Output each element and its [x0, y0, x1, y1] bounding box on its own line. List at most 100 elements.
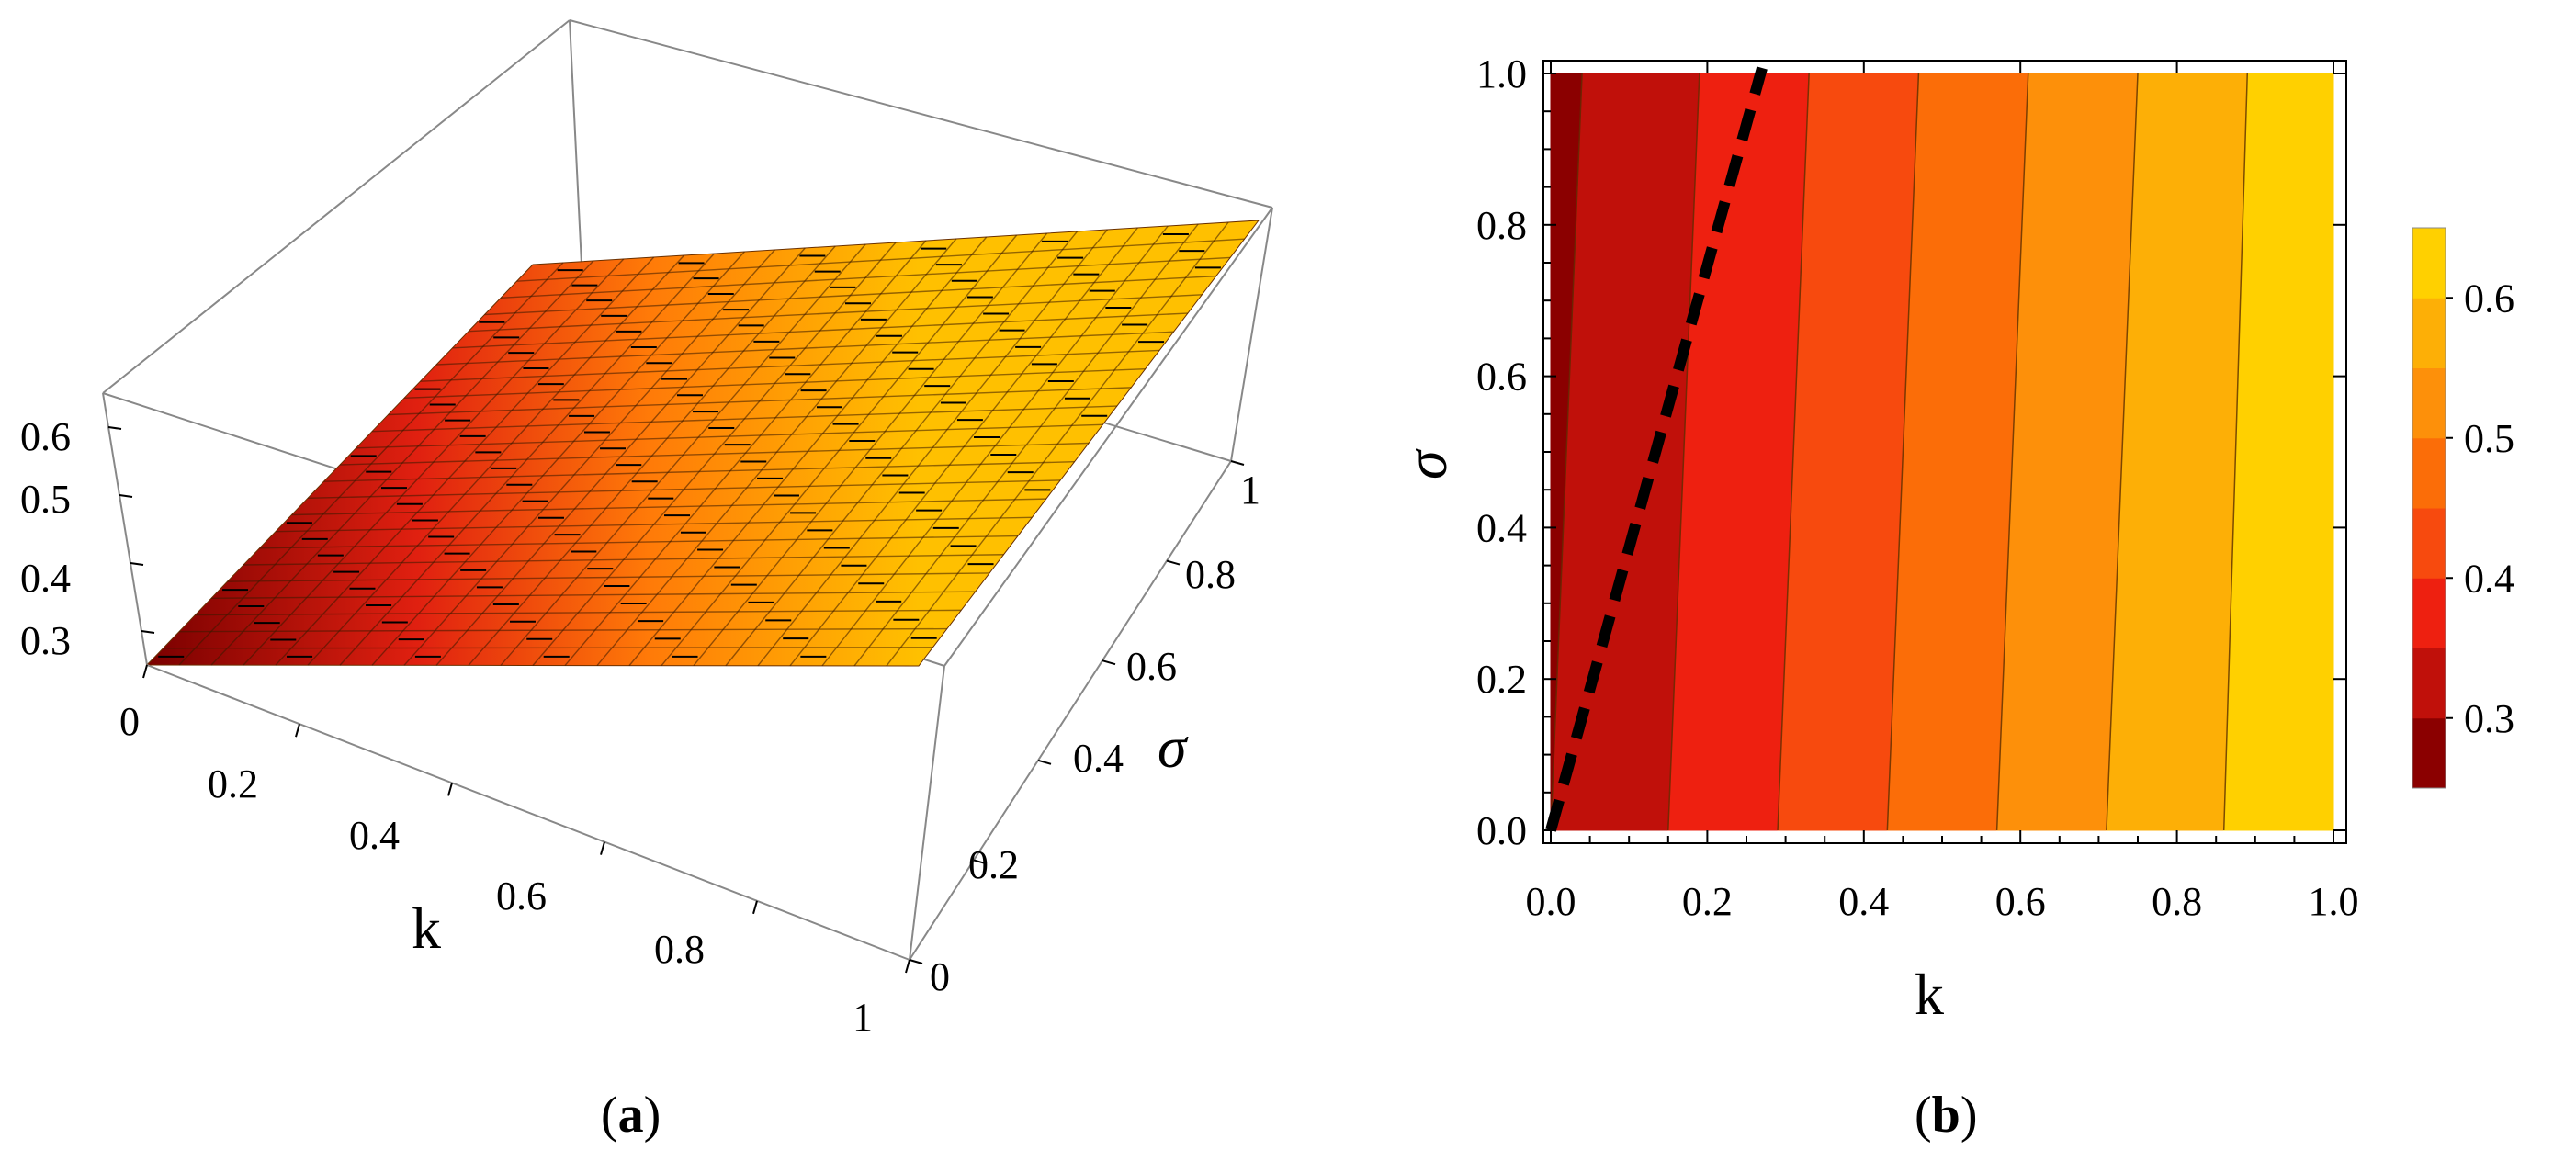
caption-a-open: ( [601, 1087, 618, 1144]
contour-line [1995, 73, 2029, 831]
k-tick-label: 0.8 [654, 927, 705, 972]
y-tick-label: 0.2 [1476, 657, 1527, 702]
mesh-line-sigma [484, 275, 1216, 316]
z-tick-label: 0.6 [20, 414, 71, 459]
colorbar-segment [2412, 648, 2446, 719]
k-tick-mark [295, 723, 300, 738]
colorbar-segment [2412, 717, 2446, 789]
k-tick-mark [905, 959, 910, 974]
y-tick-label: 0.6 [1476, 355, 1527, 400]
caption-a-close: ) [644, 1087, 661, 1144]
x-tick-label: 0.8 [2152, 879, 2202, 924]
k-tick-mark [600, 841, 605, 855]
sigma-tick-label: 1 [1240, 468, 1260, 513]
panel-b-ticks [1543, 61, 2346, 843]
surface-mesh [145, 220, 1260, 667]
colorbar-tick-label: 0.5 [2464, 416, 2514, 461]
contour-line [1777, 73, 1810, 831]
sigma-tick-mark [1230, 460, 1245, 466]
colorbar-frame [2412, 227, 2446, 789]
x-axis-label: k [1915, 962, 1944, 1027]
x-tick-label: 1.0 [2309, 879, 2359, 924]
x-tick-label: 0.0 [1526, 879, 1576, 924]
x-axis-tick-labels: 0.0 0.2 0.4 0.6 0.8 1.0 [1526, 879, 2359, 924]
colorbar-segment [2412, 298, 2446, 368]
k-tick-mark [447, 783, 453, 796]
sigma-tick-label: 0.2 [968, 842, 1019, 887]
y-tick-label: 0.4 [1476, 505, 1527, 550]
caption-b-open: ( [1915, 1087, 1932, 1144]
sigma-tick-mark [909, 959, 923, 964]
contour-line [1667, 73, 1700, 831]
sigma-axis-label-3d: σ [1158, 715, 1189, 780]
y-axis-tick-labels: 0.0 0.2 0.4 0.6 0.8 1.0 [1476, 51, 1527, 853]
z-tick-mark [107, 426, 122, 430]
mesh-line-k [886, 221, 1229, 667]
colorbar-tick-label: 0.3 [2464, 696, 2514, 741]
sigma-tick-label: 0.8 [1185, 552, 1236, 597]
contour-line [2222, 73, 2249, 831]
caption-b: (b) [1915, 1087, 1977, 1144]
colorbar-segment [2412, 367, 2446, 439]
z-tick-mark [141, 630, 155, 634]
colorbar [2412, 227, 2446, 789]
caption-b-letter: b [1932, 1087, 1960, 1144]
z-tick-mark [130, 562, 144, 566]
colorbar-tick-label: 0.4 [2464, 556, 2514, 601]
contour-bands [1550, 73, 2334, 831]
k-tick-label: 0.6 [496, 874, 547, 919]
caption-b-close: ) [1960, 1087, 1978, 1144]
caption-a-letter: a [618, 1087, 644, 1144]
k-axis-ticks-3d: 0 0.2 0.4 0.6 0.8 1 [119, 699, 873, 1040]
colorbar-segment [2412, 228, 2446, 299]
sigma-tick-label: 0.4 [1073, 736, 1124, 781]
mesh-line-sigma [500, 256, 1231, 299]
z-tick-mark [119, 494, 133, 498]
contour-lines [1550, 73, 2249, 831]
k-axis-label-3d: k [412, 896, 441, 961]
colorbar-segment [2412, 508, 2446, 579]
colorbar-tick-label: 0.6 [2464, 276, 2514, 321]
mesh-line-sigma [516, 238, 1245, 282]
mesh-line-k [853, 223, 1199, 667]
caption-a: (a) [601, 1087, 661, 1144]
z-tick-label: 0.5 [20, 477, 71, 522]
k-tick-mark [752, 900, 758, 915]
z-axis-ticks: 0.3 0.4 0.5 0.6 [20, 414, 71, 663]
contour-line [2106, 73, 2139, 831]
sigma-tick-mark [973, 859, 988, 865]
contour-line [1886, 73, 1920, 831]
k-tick-label: 0 [119, 699, 140, 744]
y-tick-label: 1.0 [1476, 51, 1527, 96]
colorbar-segment [2412, 437, 2446, 509]
k-tick-label: 0.4 [349, 813, 400, 858]
colorbar-segment [2412, 578, 2446, 648]
panel-a-ticks [107, 426, 1245, 974]
y-tick-label: 0.8 [1476, 203, 1527, 248]
sigma-tick-mark [1037, 759, 1052, 765]
z-tick-label: 0.4 [20, 556, 71, 601]
sigma-tick-mark [1166, 559, 1181, 566]
y-axis-label: σ [1394, 448, 1459, 479]
z-tick-label: 0.3 [20, 618, 71, 663]
sigma-tick-mark [1102, 659, 1116, 666]
box-front-edges [146, 207, 1273, 961]
panel-b-contour-plot: 0.0 0.2 0.4 0.6 0.8 1.0 0.00.20.40.60.81.0 k … [1394, 51, 2514, 1027]
k-tick-label: 0.2 [208, 761, 258, 806]
contour-line [1550, 73, 1583, 831]
k-tick-mark [142, 664, 148, 679]
sigma-tick-label: 0 [930, 954, 950, 999]
panel-a-surface-plot: 0.3 0.4 0.5 0.6 0 0.2 0.4 0.6 0.8 1 k 0 … [20, 19, 1273, 1040]
sigma-axis-ticks-3d: 0 0.2 0.4 0.6 0.8 1 [930, 468, 1260, 999]
k-tick-label: 1 [853, 995, 873, 1040]
sigma-tick-label: 0.6 [1126, 644, 1177, 689]
x-tick-label: 0.4 [1838, 879, 1889, 924]
mesh-line-k [821, 225, 1169, 667]
mesh-line-sigma [468, 294, 1203, 333]
colorbar-tick-labels: 0.3 0.4 0.5 0.6 [2446, 276, 2514, 741]
dashed-boundary-line [1545, 66, 1768, 832]
y-tick-label: 0.0 [1476, 808, 1527, 853]
x-tick-label: 0.6 [1995, 879, 2046, 924]
